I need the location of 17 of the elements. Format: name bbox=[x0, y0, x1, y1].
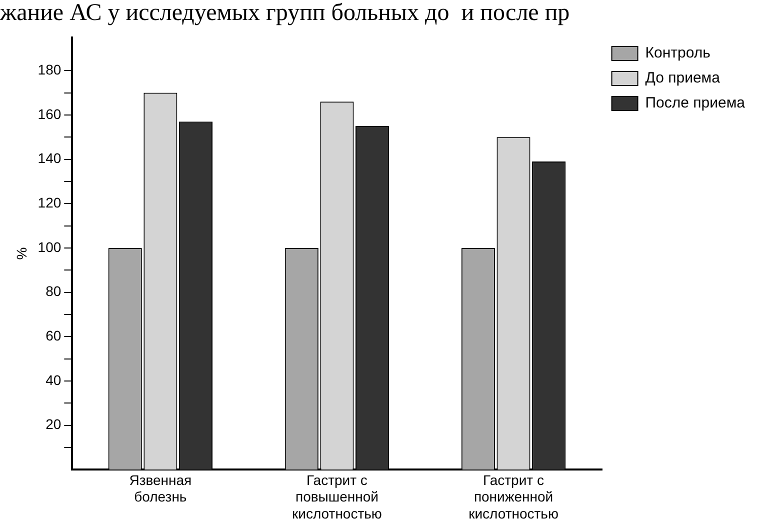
y-tick-label: 100 bbox=[38, 238, 62, 255]
y-axis-title: % bbox=[13, 247, 30, 260]
y-tick-label: 80 bbox=[46, 283, 62, 300]
x-tick-label: Язвенная болезнь bbox=[129, 472, 192, 505]
y-tick-label: 160 bbox=[38, 106, 62, 122]
legend-label: Контроль bbox=[645, 44, 711, 62]
legend-label: До приема bbox=[645, 70, 721, 87]
x-tick-label: Гастрит с пониженной кислотностью bbox=[468, 472, 558, 522]
y-tick-label: 140 bbox=[38, 150, 62, 166]
x-tick-label: Гастрит с повышенной кислотностью bbox=[292, 472, 382, 522]
y-tick-label: 40 bbox=[46, 372, 62, 388]
y-tick-label: 60 bbox=[46, 327, 62, 344]
y-tick-label: 180 bbox=[38, 62, 62, 78]
legend-label: После приема bbox=[645, 94, 746, 112]
chart-title: жание АС у исследуемых групп больных до и после пр bbox=[0, 0, 571, 26]
y-tick-label: 120 bbox=[38, 194, 62, 210]
y-tick-label: 20 bbox=[46, 416, 62, 432]
